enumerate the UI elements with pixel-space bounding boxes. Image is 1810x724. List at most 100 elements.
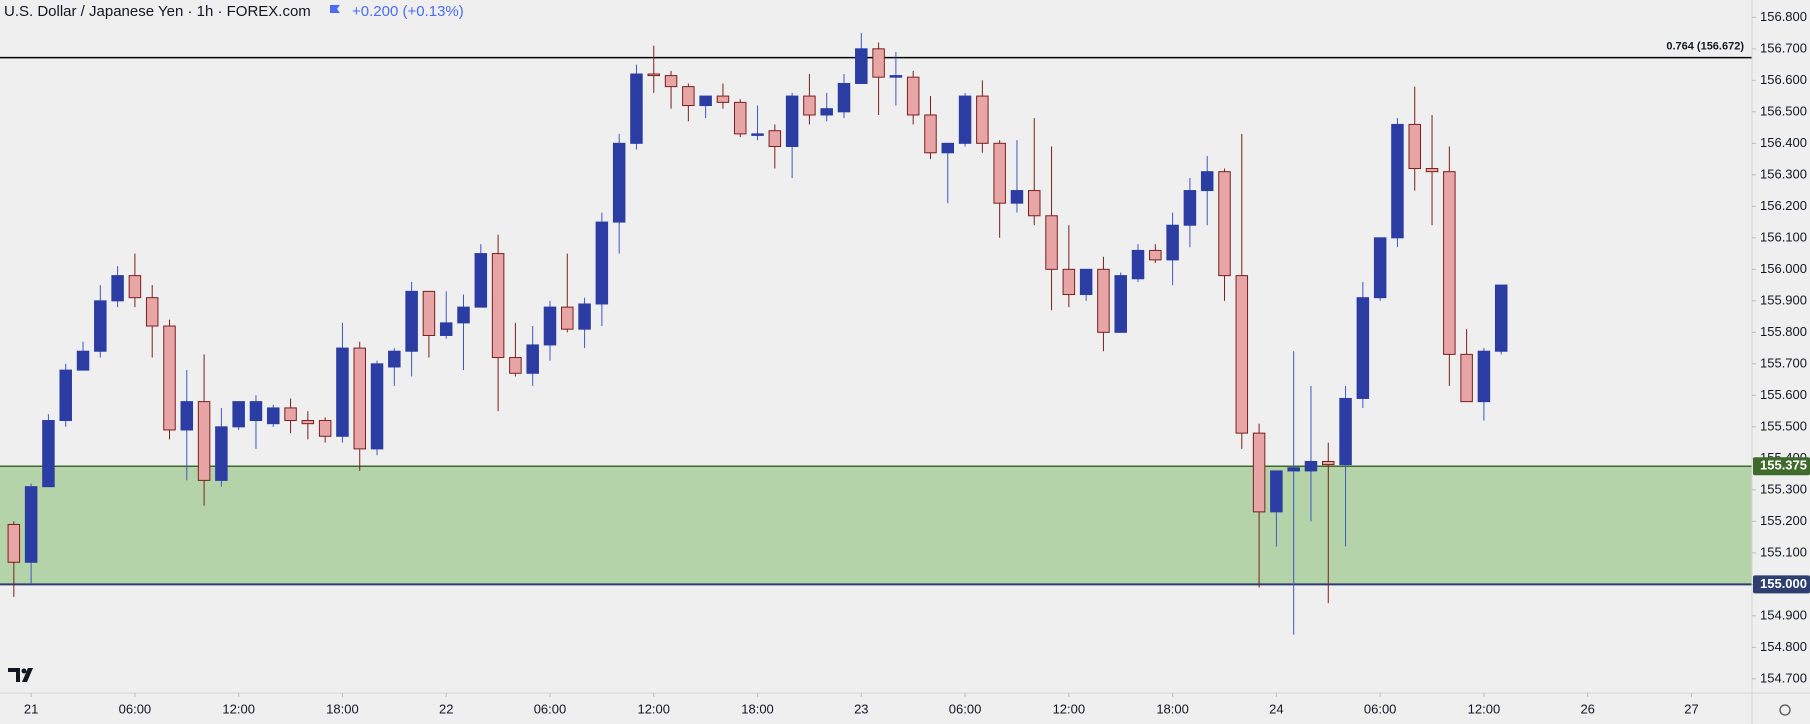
- y-tick-label: 155.600: [1760, 387, 1807, 402]
- x-tick-label: 12:00: [1468, 701, 1501, 716]
- candle-body: [733, 101, 747, 135]
- candle-body: [906, 76, 920, 116]
- candle-body: [111, 275, 124, 302]
- candle-body: [128, 275, 142, 299]
- y-tick-label: 154.800: [1760, 639, 1807, 654]
- candle-body: [163, 325, 176, 431]
- candle-body: [215, 426, 228, 481]
- candle-body: [595, 221, 609, 305]
- candle-body: [232, 401, 245, 428]
- candle-body: [1494, 284, 1508, 352]
- candle-body: [405, 290, 418, 352]
- candle-body: [1270, 470, 1283, 513]
- y-tick-label: 156.300: [1760, 166, 1807, 181]
- candle-body: [785, 95, 799, 147]
- candle-body: [612, 142, 626, 223]
- candle-body: [509, 357, 522, 374]
- candle-body: [7, 523, 21, 563]
- candle-body: [439, 322, 453, 336]
- candle-body: [76, 350, 90, 371]
- x-tick-label: 22: [439, 701, 453, 716]
- candle-body: [716, 95, 730, 103]
- price-change: +0.200 (+0.13%): [352, 3, 464, 20]
- candle-body: [1339, 397, 1352, 466]
- candle-body: [491, 253, 505, 359]
- y-tick-label: 155.700: [1760, 355, 1807, 370]
- y-tick-label: 156.500: [1760, 103, 1807, 118]
- candle-body: [42, 420, 55, 488]
- candle-body: [820, 108, 833, 116]
- x-tick-label: 27: [1684, 701, 1698, 716]
- candle-body: [1218, 171, 1231, 277]
- y-tick-label: 156.400: [1760, 135, 1807, 150]
- y-tick-label: 155.200: [1760, 513, 1807, 528]
- y-tick-label: 156.200: [1760, 198, 1807, 213]
- candle-body: [1373, 237, 1387, 299]
- x-tick-label: 12:00: [222, 701, 255, 716]
- x-tick-label: 06:00: [1364, 701, 1397, 716]
- candle-body: [751, 133, 764, 136]
- y-tick-label: 156.700: [1760, 40, 1807, 55]
- candle-body: [422, 290, 436, 336]
- candle-body: [336, 347, 349, 437]
- fib-level-label: 0.764 (156.672): [1666, 41, 1744, 53]
- candle-body: [837, 82, 851, 113]
- candle-body: [474, 253, 488, 308]
- candle-body: [872, 48, 885, 78]
- candle-body: [1062, 268, 1076, 296]
- candle-body: [1166, 224, 1179, 261]
- y-tick-label: 156.800: [1760, 9, 1807, 24]
- y-tick-label: 155.800: [1760, 324, 1807, 339]
- candle-body: [993, 142, 1006, 204]
- candle-body: [664, 75, 678, 88]
- candle-body: [353, 347, 366, 450]
- candle-body: [526, 344, 539, 374]
- x-tick-label: 18:00: [326, 701, 359, 716]
- candle-body: [249, 401, 263, 422]
- candle-body: [388, 350, 401, 368]
- candle-body: [457, 306, 470, 324]
- plot-area: [0, 33, 1752, 635]
- candle-body: [145, 297, 159, 327]
- x-tick-label: 06:00: [119, 701, 152, 716]
- candle-body: [1200, 171, 1214, 192]
- candle-body: [803, 95, 816, 116]
- x-tick-label: 18:00: [1156, 701, 1189, 716]
- candle-body: [59, 369, 72, 422]
- candle-body: [1477, 350, 1491, 403]
- candle-body: [1149, 249, 1162, 261]
- x-tick-label: 06:00: [949, 701, 982, 716]
- x-tick-label: 12:00: [1053, 701, 1086, 716]
- candle-body: [699, 95, 712, 107]
- candle-body: [768, 130, 782, 147]
- candle-body: [94, 300, 107, 352]
- candle-body: [301, 420, 315, 425]
- candle-body: [1425, 168, 1439, 173]
- candle-body: [682, 86, 695, 107]
- candle-body: [318, 420, 332, 437]
- candle-body: [1252, 432, 1266, 513]
- candle-body: [1391, 123, 1404, 239]
- candle-body: [1183, 190, 1197, 226]
- y-tick-label: 154.900: [1760, 607, 1807, 622]
- candle-body: [1010, 190, 1024, 204]
- candle-body: [578, 303, 591, 330]
- candle-body: [647, 73, 661, 77]
- support-zone: [0, 466, 1752, 585]
- candle-body: [543, 306, 557, 346]
- candle-body: [1443, 171, 1456, 355]
- candle-body: [1028, 190, 1041, 217]
- candle-body: [1114, 275, 1127, 333]
- candle-body: [1287, 467, 1300, 472]
- candle-body: [958, 95, 972, 144]
- candle-body: [941, 142, 955, 154]
- price-tag-label: 155.375: [1760, 458, 1807, 473]
- candle-body: [855, 48, 868, 84]
- candle-body: [24, 486, 38, 563]
- candle-body: [370, 363, 384, 450]
- candle-body: [976, 95, 989, 144]
- settings-icon[interactable]: [1779, 704, 1791, 716]
- candle-body: [284, 407, 297, 422]
- price-tag: [1753, 457, 1810, 476]
- candle-body: [1322, 460, 1335, 466]
